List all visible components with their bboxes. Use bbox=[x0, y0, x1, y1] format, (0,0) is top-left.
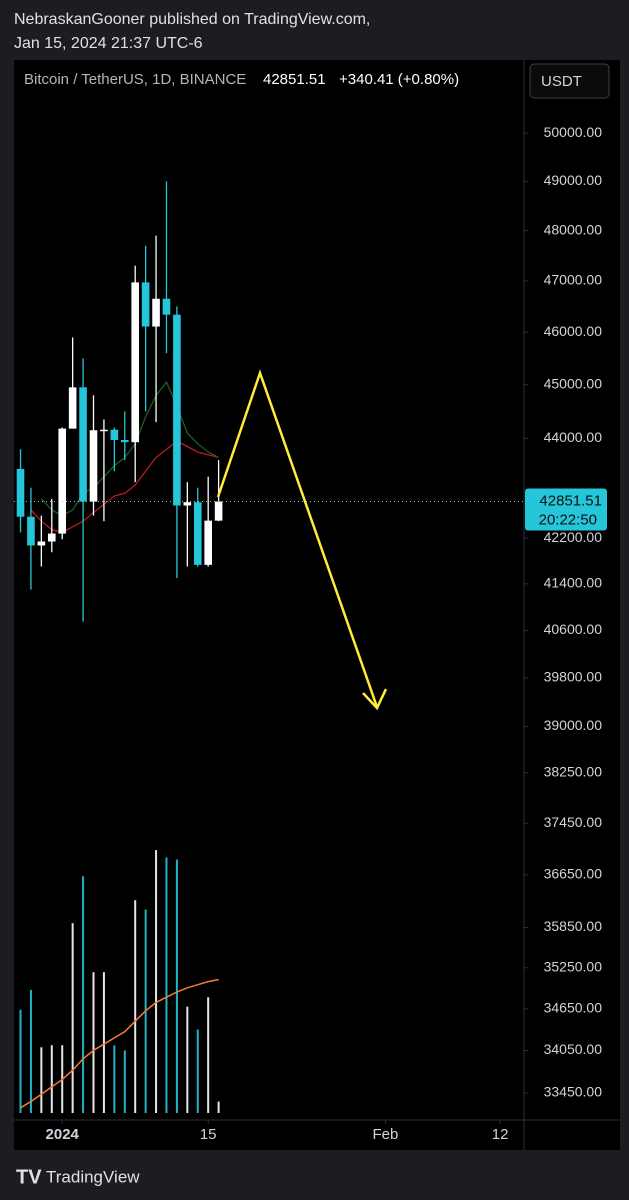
plot-area bbox=[14, 60, 524, 1120]
y-tick-label: 48000.00 bbox=[544, 221, 603, 237]
x-tick-label: 15 bbox=[200, 1126, 217, 1143]
volume-bar bbox=[71, 923, 74, 1113]
candle-body bbox=[27, 516, 35, 546]
y-tick-label: 38250.00 bbox=[544, 763, 603, 779]
x-tick-label: 12 bbox=[492, 1126, 509, 1143]
y-tick-label: 39800.00 bbox=[544, 669, 603, 685]
volume-bar bbox=[217, 1101, 220, 1113]
volume-bar bbox=[29, 989, 32, 1113]
y-tick-label: 44000.00 bbox=[544, 429, 603, 445]
candle-body bbox=[16, 468, 25, 517]
volume-ma bbox=[20, 978, 219, 1109]
candle-body bbox=[131, 282, 140, 443]
x-tick-label: Feb bbox=[372, 1126, 398, 1143]
price-tag-value: 42851.51 bbox=[539, 492, 602, 509]
y-tick-label: 35250.00 bbox=[544, 958, 603, 974]
symbol: Bitcoin / TetherUS, 1D, BINANCE bbox=[24, 71, 246, 88]
candle-body bbox=[141, 282, 150, 327]
y-tick-label: 34050.00 bbox=[544, 1041, 603, 1057]
price-axis bbox=[524, 60, 620, 1150]
volume-bar bbox=[19, 1009, 22, 1113]
y-tick-label: 40600.00 bbox=[544, 621, 603, 637]
y-tick-label: 47000.00 bbox=[544, 272, 603, 288]
y-tick-label: 35850.00 bbox=[544, 918, 603, 934]
volume-bar bbox=[92, 972, 95, 1113]
candle-body bbox=[100, 429, 108, 432]
y-tick-label: 45000.00 bbox=[544, 375, 603, 391]
price-tag bbox=[525, 488, 607, 531]
candle-body bbox=[89, 430, 98, 502]
candle-body bbox=[110, 429, 119, 441]
publisher: NebraskanGooner published on TradingView… bbox=[14, 11, 370, 28]
candle-body bbox=[58, 428, 67, 534]
candle-body bbox=[79, 387, 87, 502]
y-tick-label: 42200.00 bbox=[544, 529, 603, 545]
candle-body bbox=[183, 502, 192, 506]
chart-layer: 50000.00 49000.00 48000.00 47000.00 46000.00… bbox=[14, 124, 602, 1143]
y-tick-label: 33450.00 bbox=[544, 1084, 603, 1100]
volume-bar bbox=[50, 1045, 53, 1113]
y-tick-label: 41400.00 bbox=[544, 575, 603, 591]
projection-arrow bbox=[216, 369, 379, 708]
y-tick-label: 50000.00 bbox=[544, 124, 603, 140]
y-tick-label: 34650.00 bbox=[544, 999, 603, 1015]
volume-bar bbox=[175, 859, 178, 1113]
logo: TV bbox=[16, 1166, 42, 1188]
y-tick-label: 37450.00 bbox=[544, 814, 603, 830]
price-tag-countdown: 20:22:50 bbox=[539, 511, 597, 528]
candle-body bbox=[120, 440, 129, 443]
candle-body bbox=[193, 502, 202, 565]
currency[interactable]: USDT bbox=[541, 73, 582, 90]
y-tick-label: 39000.00 bbox=[544, 717, 603, 733]
volume-bar bbox=[40, 1047, 43, 1113]
candle-body bbox=[214, 501, 223, 521]
volume-bar bbox=[155, 850, 158, 1113]
brand: TradingView bbox=[46, 1167, 140, 1186]
candle-body bbox=[173, 314, 181, 506]
arrow-head bbox=[362, 688, 388, 711]
candle-body bbox=[152, 298, 160, 327]
candle-body bbox=[68, 387, 77, 429]
y-tick-label: 36650.00 bbox=[544, 865, 603, 881]
volume-bar bbox=[102, 972, 105, 1113]
legend-price: 42851.51 bbox=[263, 71, 326, 88]
y-tick-label: 49000.00 bbox=[544, 172, 603, 188]
volume-bar bbox=[123, 1050, 126, 1113]
candle-body bbox=[162, 298, 171, 315]
legend-change: +340.41 (+0.80%) bbox=[339, 71, 459, 88]
volume-bar bbox=[113, 1045, 116, 1113]
time-axis bbox=[14, 1120, 524, 1150]
x-tick-label: 2024 bbox=[46, 1126, 80, 1143]
candle-body bbox=[37, 541, 46, 546]
volume-bar bbox=[196, 1029, 199, 1113]
volume-bar bbox=[207, 997, 210, 1113]
volume-bar bbox=[134, 900, 137, 1113]
y-tick-label: 46000.00 bbox=[544, 323, 603, 339]
currency-button[interactable] bbox=[529, 63, 610, 99]
candle-body bbox=[204, 520, 212, 565]
volume-bar bbox=[165, 857, 168, 1113]
candle-body bbox=[47, 533, 56, 542]
volume-bar bbox=[82, 876, 85, 1113]
volume-bar bbox=[186, 1006, 189, 1113]
publish-date: Jan 15, 2024 21:37 UTC-6 bbox=[14, 35, 203, 52]
moving-average bbox=[40, 380, 219, 517]
